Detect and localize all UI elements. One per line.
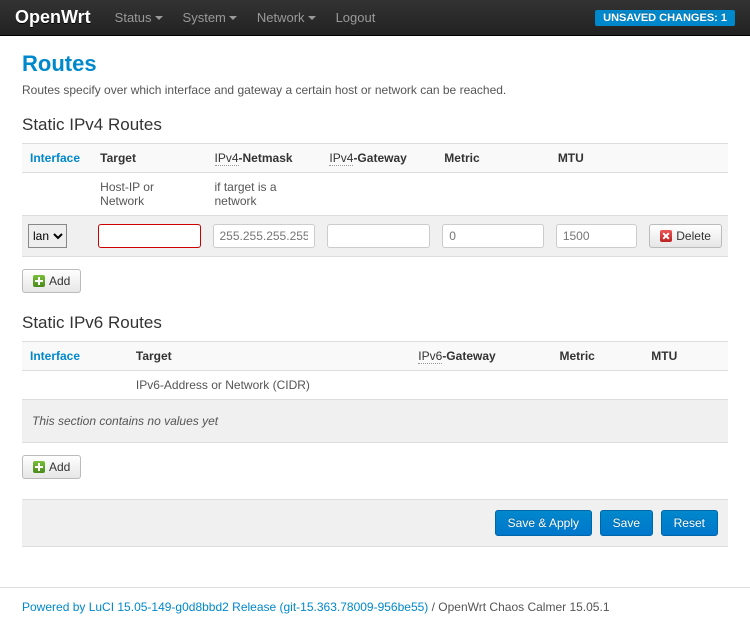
- action-bar: Save & Apply Save Reset: [22, 499, 728, 547]
- netmask-input[interactable]: [213, 224, 316, 248]
- caret-icon: [155, 16, 163, 20]
- ipv6-table: Interface Target IPv6-Gateway Metric MTU…: [22, 341, 728, 399]
- page-title: Routes: [22, 51, 728, 77]
- navbar: OpenWrt Status System Network Logout UNS…: [0, 0, 750, 36]
- col-metric: Metric: [436, 144, 550, 173]
- brand[interactable]: OpenWrt: [15, 7, 105, 28]
- unsaved-changes-badge[interactable]: UNSAVED CHANGES: 1: [595, 10, 735, 26]
- metric-input[interactable]: [442, 224, 544, 248]
- delete-icon: [660, 230, 672, 242]
- gateway-input[interactable]: [327, 224, 430, 248]
- hint-target-v6: IPv6-Address or Network (CIDR): [128, 371, 410, 400]
- hint-netmask: if target is a network: [207, 173, 322, 216]
- col-gateway: IPv4-Gateway: [321, 144, 436, 173]
- col-target: Target: [92, 144, 206, 173]
- col-gateway-v6: IPv6-Gateway: [410, 342, 551, 371]
- nav-status[interactable]: Status: [105, 10, 173, 25]
- caret-icon: [229, 16, 237, 20]
- add-icon: [33, 275, 45, 287]
- save-button[interactable]: Save: [600, 510, 653, 536]
- save-apply-button[interactable]: Save & Apply: [495, 510, 592, 536]
- col-mtu: MTU: [550, 144, 643, 173]
- ipv4-heading: Static IPv4 Routes: [22, 115, 728, 135]
- hint-target: Host-IP or Network: [92, 173, 206, 216]
- ipv6-empty: This section contains no values yet: [22, 399, 728, 443]
- ipv4-table: Interface Target IPv4-Netmask IPv4-Gatew…: [22, 143, 728, 257]
- add-ipv4-button[interactable]: Add: [22, 269, 81, 293]
- add-ipv6-button[interactable]: Add: [22, 455, 81, 479]
- nav-system[interactable]: System: [173, 10, 247, 25]
- col-metric-v6: Metric: [551, 342, 643, 371]
- page-description: Routes specify over which interface and …: [22, 83, 728, 97]
- col-target-v6: Target: [128, 342, 410, 371]
- ipv6-heading: Static IPv6 Routes: [22, 313, 728, 333]
- footer: Powered by LuCI 15.05-149-g0d8bbd2 Relea…: [0, 600, 750, 634]
- reset-button[interactable]: Reset: [661, 510, 718, 536]
- footer-link[interactable]: Powered by LuCI 15.05-149-g0d8bbd2 Relea…: [22, 600, 428, 614]
- nav-network[interactable]: Network: [247, 10, 326, 25]
- col-interface-v6: Interface: [22, 342, 128, 371]
- target-input[interactable]: [98, 224, 200, 248]
- caret-icon: [308, 16, 316, 20]
- interface-select[interactable]: lan: [28, 224, 67, 248]
- nav-logout[interactable]: Logout: [326, 10, 386, 25]
- ipv4-route-row: lan Delete: [22, 216, 728, 257]
- col-mtu-v6: MTU: [643, 342, 728, 371]
- col-netmask: IPv4-Netmask: [207, 144, 322, 173]
- col-interface: Interface: [22, 144, 92, 173]
- delete-button[interactable]: Delete: [649, 224, 722, 248]
- mtu-input[interactable]: [556, 224, 637, 248]
- add-icon: [33, 461, 45, 473]
